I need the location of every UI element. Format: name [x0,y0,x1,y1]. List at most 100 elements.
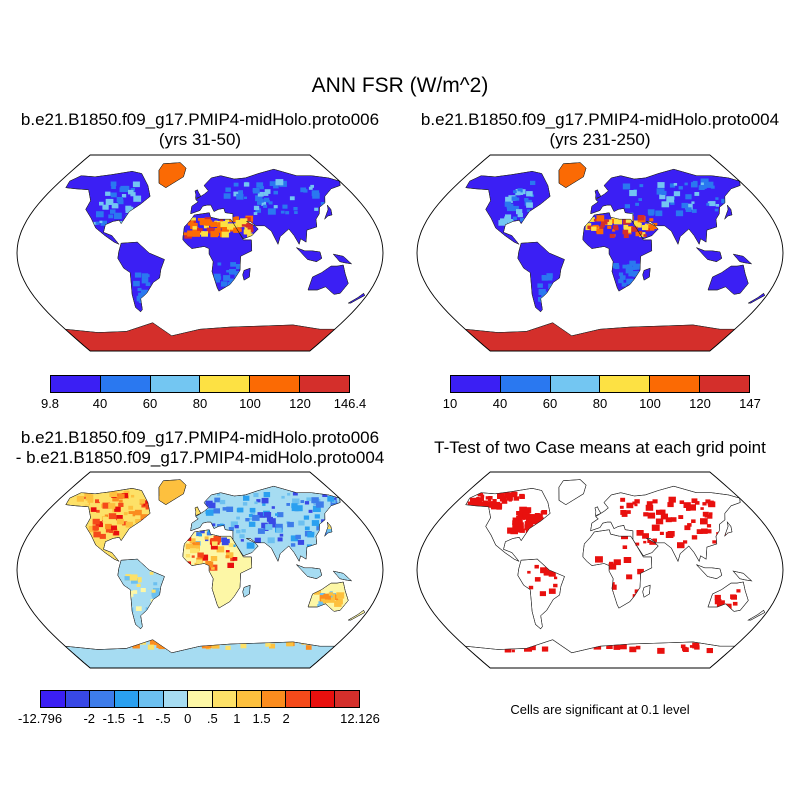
grid-cell [470,497,478,504]
grid-cell [124,576,130,581]
grid-cell [632,271,640,277]
grid-cell [627,264,633,269]
grid-cell [722,542,730,548]
grid-cell [277,537,283,542]
grid-cell [635,232,641,237]
grid-cell [132,590,138,594]
grid-cell [730,594,737,600]
grid-cell [706,524,712,528]
grid-cell [670,517,677,522]
grid-cell [271,506,275,509]
grid-cell [613,644,621,650]
grid-cell [537,527,541,531]
grid-cell [266,199,270,203]
grid-cell [210,556,218,562]
grid-cell [592,225,596,228]
grid-cell [225,187,231,192]
colorbar-swatch [90,691,115,707]
grid-cell [513,190,517,194]
grid-cell [305,645,312,650]
grid-cell [204,525,211,531]
grid-cell [253,205,260,210]
grid-cell [585,223,592,228]
grid-cell [268,201,273,205]
grid-cell [318,601,325,607]
grid-cell [210,231,218,238]
grid-cell [586,565,592,570]
colorbar-swatch [200,376,251,392]
grid-cell [524,512,529,516]
grid-cell [248,521,256,527]
grid-cell [548,571,556,577]
grid-cell [659,509,666,515]
colorbar-tick-label: -1 [132,711,145,726]
grid-cell [629,260,636,266]
grid-cell [701,528,708,534]
grid-cell [666,196,675,203]
grid-cell [136,583,141,587]
grid-cell [205,500,213,507]
japan-landmass [324,204,333,220]
colorbar-swatch [650,376,701,392]
grid-cell [223,193,231,199]
colorbar-swatch [451,376,501,392]
grid-cell [80,520,85,524]
colorbar-tick-label: 9.8 [40,396,60,411]
grid-cell [233,227,240,233]
grid-cell [321,519,327,524]
grid-cell [645,504,654,511]
grid-cell [151,589,156,593]
grid-cell [626,502,634,509]
grid-cell [265,642,271,647]
grid-cell [673,183,678,186]
grid-cell [116,518,124,525]
grid-cell [608,563,617,570]
grid-cell [263,204,268,208]
grid-cell [277,512,284,518]
greenland-landmass [158,162,187,188]
grid-cell [152,588,160,594]
grid-cell [632,501,637,505]
grid-cell [673,191,681,197]
grid-cell [482,501,489,507]
grid-cell [228,527,234,532]
grid-cell [109,490,118,497]
grid-cell [293,207,298,211]
grid-cell [316,526,322,531]
figure-title: ANN FSR (W/m^2) [311,74,489,97]
grid-cell [634,499,640,504]
grid-cell [715,204,719,207]
grid-cell [638,198,642,201]
grid-cell [65,510,67,515]
grid-cell [648,211,654,216]
grid-cell [227,282,231,286]
grid-cell [678,186,683,190]
grid-cell [652,499,658,504]
grid-cell [332,524,337,528]
grid-cell [226,530,233,536]
grid-cell [691,209,697,213]
grid-cell [291,506,298,512]
grid-cell [192,226,197,230]
grid-cell [322,212,326,215]
grid-cell [353,541,359,545]
grid-cell [642,533,649,539]
greenland-landmass [558,162,587,188]
grid-cell [312,505,321,512]
grid-cell [694,192,700,196]
grid-cell [691,498,698,504]
grid-cell [145,282,151,286]
grid-cell [667,531,675,537]
grid-cell [684,525,691,531]
grid-cell [721,198,727,204]
grid-cell [190,548,197,554]
grid-cell [541,510,548,515]
grid-cell [332,540,339,546]
grid-cell [286,503,290,506]
grid-cell [99,201,104,206]
colorbar-swatch [65,691,91,707]
grid-cell [261,522,268,528]
greenland-landmass [558,479,587,506]
grid-cell [526,209,531,212]
grid-cell [65,530,70,535]
